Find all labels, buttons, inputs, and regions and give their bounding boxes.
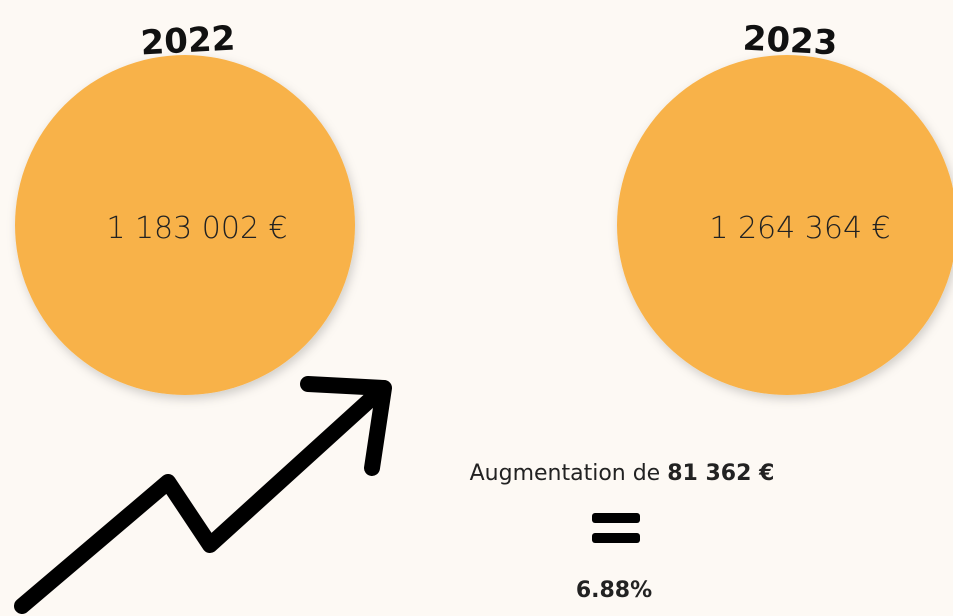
increase-text: Augmentation de 81 362 € <box>470 461 775 486</box>
percent: 6.88% <box>576 578 652 603</box>
amount: 1 264 364 € <box>709 211 890 246</box>
increase-amount: 81 362 € <box>667 461 774 486</box>
equals-sign <box>592 513 640 543</box>
increase-prefix: Augmentation de <box>470 461 661 486</box>
year-label: 2023 <box>742 19 839 64</box>
amount: 1 183 002 € <box>106 211 287 246</box>
circle-2023 <box>617 55 953 395</box>
year-label: 2022 <box>140 19 237 64</box>
circle-2022 <box>15 55 355 395</box>
growth-arrow <box>14 376 392 614</box>
